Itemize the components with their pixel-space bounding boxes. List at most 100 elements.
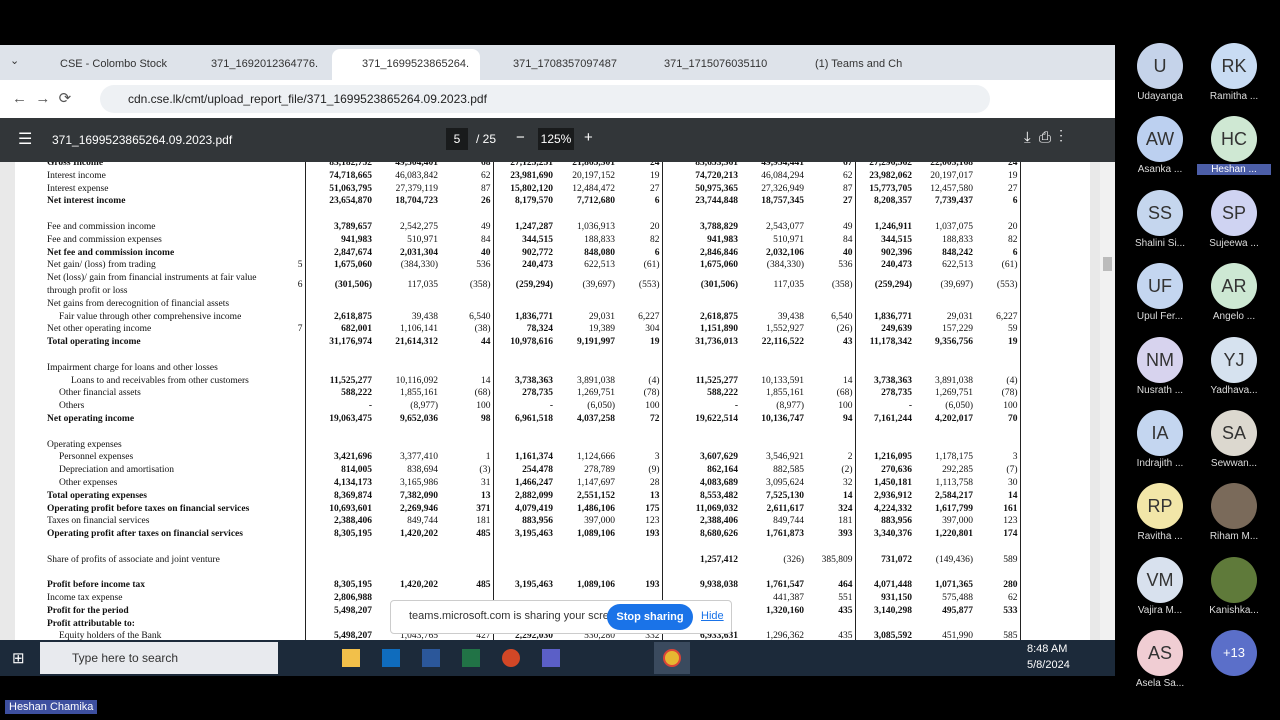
statement-row: Net other operating income 7 682,001 1,106,… (45, 323, 1021, 337)
value-cell: 3,421,696 (304, 451, 374, 465)
statement-row: Taxes on financial services 2,388,406 849,… (45, 515, 1021, 529)
zoom-input[interactable]: 125% (538, 128, 574, 150)
zoom-in[interactable]: + (584, 129, 593, 146)
participant-name: Ramitha ... (1209, 91, 1259, 102)
avatar[interactable]: AR (1211, 263, 1257, 310)
avatar[interactable]: UF (1137, 263, 1183, 310)
app-icon[interactable] (502, 649, 520, 667)
value-cell: 1 (485, 452, 491, 463)
row-label: Fee and commission income (47, 221, 156, 232)
value-cell: (358) (469, 279, 491, 290)
avatar[interactable]: RK (1211, 43, 1257, 89)
avatar[interactable] (1211, 556, 1257, 603)
tab[interactable]: 371_1692012364776. (211, 58, 319, 70)
url-bar[interactable]: cdn.cse.lk/cmt/upload_report_file/371_16… (100, 85, 990, 113)
app-icon[interactable] (542, 649, 560, 667)
avatar[interactable]: AW (1137, 116, 1183, 163)
tab[interactable]: 371_1715076035110 (664, 58, 768, 70)
value-cell: 19,063,475 (304, 412, 374, 426)
value-cell: 1,106,141 (400, 324, 438, 335)
app-icon[interactable] (422, 649, 440, 667)
avatar[interactable]: NM (1137, 336, 1183, 383)
value-cell: 24 (975, 162, 1021, 170)
download[interactable]: ⤓ ⎙ ⋮ (1024, 129, 1064, 146)
value-cell: 2 (847, 452, 853, 463)
note-ref (285, 349, 305, 375)
value-cell: 2,292,030 (492, 630, 555, 640)
value-cell: 344,515 (854, 233, 914, 247)
hide-button[interactable]: Hide (701, 610, 724, 622)
value-cell: 123 (975, 515, 1021, 529)
avatar[interactable] (1211, 483, 1257, 530)
value-cell: (259,294) (854, 272, 914, 298)
avatar[interactable]: AS (1137, 630, 1183, 677)
row-label: Depreciation and amortisation (59, 465, 175, 476)
statement-row: Net gains from derecognition of financia… (45, 297, 1021, 311)
tab[interactable]: 371_1708357097487 (513, 58, 618, 70)
value-cell: 451,990 (942, 631, 973, 640)
avatar[interactable]: SS (1137, 189, 1183, 236)
participant-name: Nusrath ... (1136, 384, 1184, 396)
avatar[interactable]: IA (1137, 410, 1183, 456)
avatar[interactable]: VM (1137, 556, 1183, 603)
note-ref (285, 426, 305, 452)
value-cell: 2,611,617 (766, 503, 804, 514)
tab[interactable]: (1) Teams and Ch (815, 58, 903, 70)
app-icon[interactable] (342, 649, 360, 667)
value-cell: 588,222 (304, 387, 374, 401)
page-input[interactable]: 5 (446, 128, 468, 150)
value-cell: 11,525,277 (304, 374, 374, 388)
avatar[interactable]: U (1137, 43, 1183, 89)
value-cell: 536 (838, 260, 853, 271)
row-label: Taxes on financial services (47, 516, 150, 527)
value-cell: 441,387 (773, 593, 804, 604)
zoom-out[interactable]: − (516, 129, 525, 146)
value-cell: 7,382,090 (400, 490, 438, 501)
value-cell: 3 (654, 452, 660, 463)
value-cell: 510,971 (773, 234, 804, 245)
value-cell: 20,197,152 (572, 170, 615, 181)
app-icon[interactable] (462, 649, 480, 667)
value-cell: (7) (975, 464, 1021, 477)
value-cell: 6,540 (831, 311, 853, 322)
value-cell: 31,176,974 (304, 336, 374, 349)
value-cell: 3,891,038 (577, 375, 615, 386)
tab[interactable]: CSE - Colombo Stock (60, 58, 167, 70)
tab[interactable]: 371_1699523865264. (332, 49, 480, 80)
value-cell: (9) (648, 465, 660, 476)
avatar[interactable]: SA (1211, 410, 1257, 456)
avatar[interactable]: YJ (1211, 336, 1257, 383)
statement-row: Gross Income 83,182,752 49,504,401 68 27,125… (45, 162, 1021, 170)
statement-section: Gross Income 83,182,752 49,504,401 68 27,125… (45, 162, 1021, 209)
value-cell: 3,546,921 (766, 452, 804, 463)
search-box[interactable]: Type here to search (40, 642, 278, 674)
value-cell: 551 (838, 593, 853, 604)
nav-buttons[interactable]: ← → ⟳ (12, 90, 72, 107)
value-cell: 11,525,277 (661, 374, 740, 388)
note-ref (285, 413, 305, 426)
value-cell: 6,540 (469, 311, 491, 322)
value-cell: 19,389 (588, 324, 615, 335)
note-ref (285, 247, 305, 260)
menu-icon[interactable]: ☰ (18, 131, 33, 148)
value-cell: 21,865,301 (572, 162, 615, 168)
avatar[interactable]: RP (1137, 483, 1183, 530)
participant-name: Kanishka... (1209, 604, 1259, 616)
app-icon[interactable] (382, 649, 400, 667)
value-cell: 29,031 (588, 311, 615, 322)
value-cell: 2,882,099 (492, 489, 555, 503)
value-cell: 62 (843, 170, 853, 181)
chrome-icon[interactable] (654, 642, 690, 674)
start-button[interactable]: ⊞ (12, 650, 25, 667)
more-participants[interactable]: +13 (1211, 630, 1257, 677)
participant-name: Riham M... (1209, 531, 1259, 543)
value-cell: 397,000 (584, 516, 615, 527)
avatar[interactable]: SP (1211, 189, 1257, 236)
avatar[interactable]: HC (1211, 116, 1257, 163)
scrollbar[interactable] (1100, 162, 1115, 640)
stop-sharing[interactable]: Stop sharing (607, 604, 693, 630)
tab-list-button[interactable]: ⌄ (10, 55, 20, 67)
value-cell: 902,396 (854, 246, 914, 260)
value-cell: 371 (476, 503, 491, 514)
